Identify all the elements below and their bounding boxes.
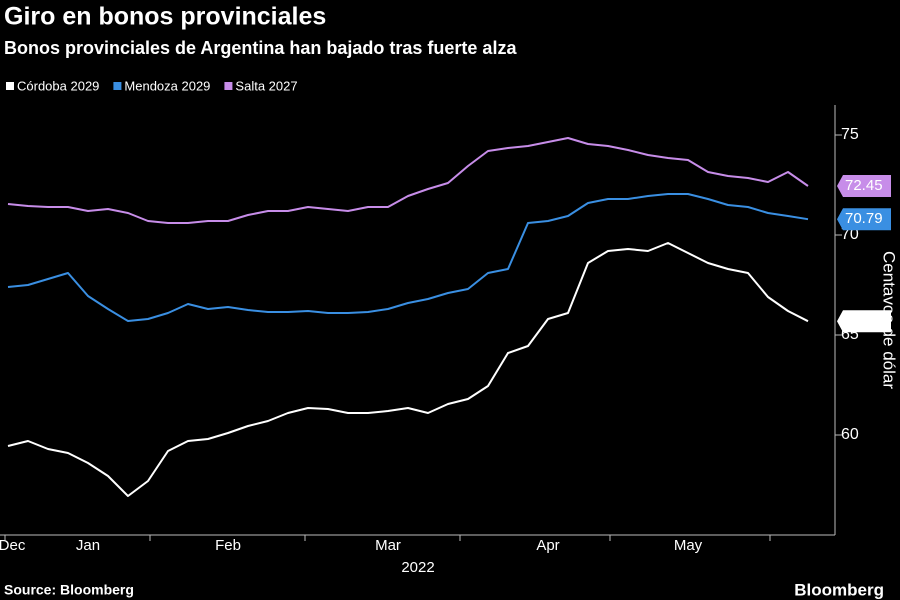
legend-swatch — [6, 82, 14, 90]
end-value-bg — [837, 208, 891, 231]
month-dividers — [4, 535, 771, 541]
chart-title: Giro en bonos provinciales — [4, 3, 326, 31]
x-tick-label: May — [674, 537, 703, 554]
series-line — [7, 242, 809, 497]
chart-subtitle: Bonos provinciales de Argentina han baja… — [4, 38, 517, 58]
legend-label: Mendoza 2029 — [124, 78, 210, 93]
end-value-tag: 65.69 — [837, 310, 891, 333]
legend-swatch — [113, 82, 122, 90]
source: Source: Bloomberg — [4, 582, 134, 598]
series-line — [7, 137, 809, 224]
end-value-label: 72.45 — [845, 177, 883, 194]
end-value-bg — [837, 310, 891, 333]
x-tick-label: Dec — [0, 537, 26, 554]
y-tick-label: 60 — [841, 426, 859, 443]
end-value-tag: 72.45 — [837, 175, 891, 197]
x-tick-label: Feb — [215, 537, 241, 554]
legend-label: Salta 2027 — [235, 78, 297, 93]
end-value-label: 65.69 — [845, 312, 883, 329]
x-axis-label: 2022 — [401, 559, 434, 576]
end-value-bg — [837, 175, 891, 197]
y-tick-label: 70 — [841, 226, 859, 243]
series-line — [7, 193, 809, 322]
y-tick-label: 75 — [841, 126, 859, 143]
legend-label: Córdoba 2029 — [17, 78, 99, 93]
x-tick-label: Apr — [536, 537, 559, 554]
x-tick-label: Jan — [76, 537, 100, 554]
legend-swatch — [224, 82, 233, 90]
end-value-tag: 70.79 — [837, 208, 891, 231]
x-tick-label: Mar — [375, 537, 401, 554]
end-value-label: 70.79 — [845, 210, 883, 227]
brand: Bloomberg — [794, 580, 884, 599]
